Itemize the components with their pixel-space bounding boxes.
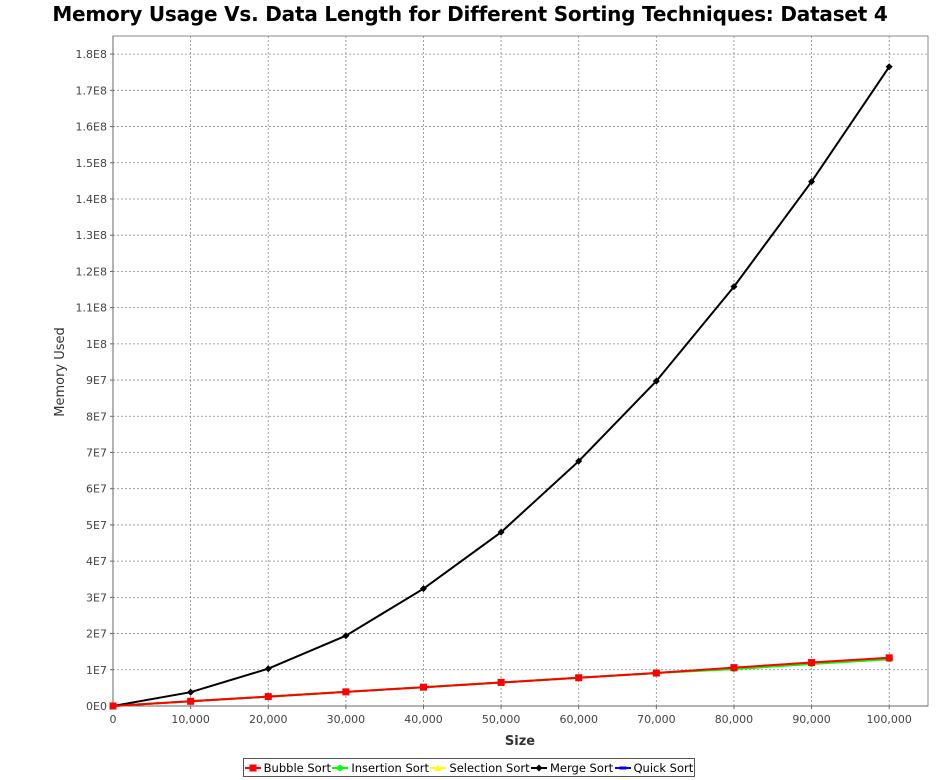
y-tick-label: 1E7 bbox=[86, 664, 107, 677]
x-tick-label: 50,000 bbox=[482, 713, 521, 726]
y-tick-label: 6E7 bbox=[86, 483, 107, 496]
y-tick-label: 3E7 bbox=[86, 591, 107, 604]
y-tick-label: 9E7 bbox=[86, 374, 107, 387]
bubble-sort-point bbox=[652, 669, 660, 677]
legend-item-selection-sort: Selection Sort bbox=[430, 760, 530, 775]
y-tick-label: 1E8 bbox=[86, 338, 107, 351]
legend-item-bubble-sort: Bubble Sort bbox=[244, 760, 331, 775]
axes bbox=[112, 36, 928, 707]
bubble-sort-point bbox=[419, 683, 427, 691]
x-axis-ticks: 0 10,000 20,000 30,000 40,000 50,000 60,000 70,… bbox=[110, 706, 912, 726]
merge-sort-point bbox=[808, 178, 816, 186]
series-group bbox=[109, 63, 893, 710]
plot-background bbox=[112, 35, 929, 707]
merge-sort-point bbox=[652, 377, 660, 385]
chart-title: Memory Usage Vs. Data Length for Differe… bbox=[52, 2, 888, 26]
legend: Bubble Sort Insertion Sort Selection Sort M… bbox=[243, 758, 695, 777]
y-tick-label: 1.8E8 bbox=[76, 48, 107, 61]
legend-label: Merge Sort bbox=[550, 760, 614, 775]
x-axis-label: Size bbox=[505, 734, 535, 749]
y-tick-label: 1.4E8 bbox=[76, 193, 107, 206]
y-tick-label: 1.2E8 bbox=[76, 265, 107, 278]
bubble-sort-point bbox=[264, 693, 272, 701]
y-tick-label: 0E0 bbox=[86, 700, 107, 713]
y-tick-label: 1.5E8 bbox=[76, 157, 107, 170]
bubble-sort-point bbox=[109, 702, 117, 710]
y-tick-label: 5E7 bbox=[86, 519, 107, 532]
legend-label: Insertion Sort bbox=[351, 760, 430, 775]
y-tick-label: 4E7 bbox=[86, 555, 107, 568]
legend-label: Quick Sort bbox=[633, 760, 694, 775]
bubble-sort-point bbox=[342, 688, 350, 696]
x-tick-label: 10,000 bbox=[171, 713, 210, 726]
merge-sort-point bbox=[419, 585, 427, 593]
series-bubble-sort bbox=[109, 654, 893, 710]
x-tick-label: 80,000 bbox=[715, 713, 754, 726]
y-axis-ticks: 0E0 1E7 2E7 3E7 4E7 5E7 6E7 7E7 8E7 9E7 1E8 1.1E8 1.… bbox=[76, 48, 113, 713]
bubble-sort-point bbox=[187, 697, 195, 705]
bubble-sort-point bbox=[808, 659, 816, 667]
merge-sort-point bbox=[575, 457, 583, 465]
bubble-sort-point bbox=[730, 664, 738, 672]
legend-item-quick-sort: Quick Sort bbox=[614, 760, 694, 775]
x-tick-label: 0 bbox=[110, 713, 117, 726]
bubble-sort-point bbox=[497, 678, 505, 686]
x-tick-label: 30,000 bbox=[327, 713, 366, 726]
bubble-sort-point bbox=[575, 674, 583, 682]
legend-swatch-bubble-sort bbox=[244, 764, 261, 771]
merge-sort-point bbox=[264, 665, 272, 673]
x-tick-label: 70,000 bbox=[637, 713, 676, 726]
y-tick-label: 1.7E8 bbox=[76, 84, 107, 97]
y-tick-label: 1.1E8 bbox=[76, 302, 107, 315]
x-tick-label: 90,000 bbox=[792, 713, 831, 726]
y-tick-label: 2E7 bbox=[86, 628, 107, 641]
legend-swatch-insertion-sort bbox=[332, 764, 349, 771]
merge-sort-point bbox=[730, 283, 738, 291]
merge-sort-point bbox=[342, 632, 350, 640]
legend-swatch-quick-sort bbox=[614, 766, 631, 769]
legend-label: Bubble Sort bbox=[263, 760, 331, 775]
legend-label: Selection Sort bbox=[449, 760, 530, 775]
y-axis-label: Memory Used bbox=[53, 327, 68, 417]
legend-item-insertion-sort: Insertion Sort bbox=[332, 761, 429, 775]
x-tick-label: 40,000 bbox=[404, 713, 443, 726]
legend-swatch-selection-sort bbox=[430, 764, 447, 771]
bubble-sort-point bbox=[885, 654, 893, 662]
x-tick-label: 100,000 bbox=[866, 713, 912, 726]
x-tick-label: 60,000 bbox=[559, 713, 598, 726]
merge-sort-point bbox=[187, 688, 195, 696]
y-tick-label: 1.6E8 bbox=[76, 121, 107, 134]
y-tick-label: 8E7 bbox=[86, 410, 107, 423]
legend-item-merge-sort: Merge Sort bbox=[531, 761, 613, 775]
y-tick-label: 1.3E8 bbox=[76, 229, 107, 242]
legend-swatch-merge-sort bbox=[531, 764, 547, 771]
merge-sort-point bbox=[885, 63, 893, 71]
merge-sort-point bbox=[497, 528, 505, 536]
y-tick-label: 7E7 bbox=[86, 446, 107, 459]
plot-area bbox=[112, 35, 929, 707]
x-tick-label: 20,000 bbox=[249, 713, 288, 726]
